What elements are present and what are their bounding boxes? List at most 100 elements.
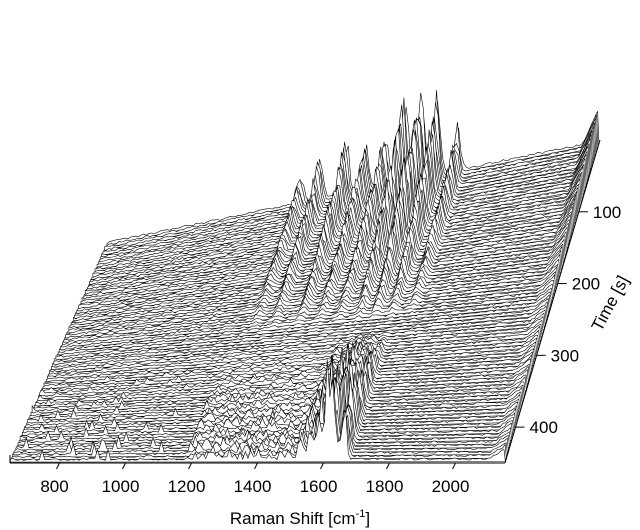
spectrum-trace — [19, 380, 516, 441]
spectrum-trace — [74, 230, 568, 319]
spectrum-trace — [67, 253, 562, 334]
spectrum-trace — [53, 305, 548, 366]
spectrum-trace — [64, 266, 559, 341]
spectrum-trace — [56, 294, 551, 358]
spectrum-trace — [20, 366, 517, 439]
x-tick-label: 1400 — [234, 477, 272, 496]
spectra-traces — [10, 90, 600, 463]
spectrum-trace — [47, 325, 542, 380]
spectrum-trace — [57, 291, 552, 356]
x-tick-label: 1200 — [168, 477, 206, 496]
spectrum-trace — [50, 315, 545, 373]
spectrum-trace — [71, 238, 566, 324]
x-axis-tick — [56, 462, 60, 470]
spectrum-trace — [10, 359, 506, 463]
spectrum-trace — [43, 337, 539, 388]
spectrum-trace — [23, 367, 519, 434]
x-tick-label: 2000 — [432, 477, 470, 496]
spectrum-trace — [102, 104, 596, 256]
spectrum-trace — [101, 117, 595, 258]
x-axis-label-exponent: -1 — [356, 508, 366, 520]
x-axis-label-suffix: ] — [365, 509, 370, 528]
spectrum-trace — [49, 319, 544, 375]
spectrum-trace — [61, 279, 556, 349]
spectrum-trace — [77, 218, 571, 312]
x-axis-tick — [452, 462, 456, 470]
spectrum-trace — [68, 249, 563, 332]
spectrum-trace — [80, 204, 575, 305]
spectrum-trace — [63, 270, 558, 344]
spectrum-trace — [62, 273, 557, 346]
spectrum-trace — [37, 352, 533, 402]
spectrum-trace — [27, 362, 523, 424]
spectrum-trace — [90, 171, 584, 283]
spectrum-trace — [73, 234, 567, 322]
spectrum-trace — [92, 163, 586, 278]
spectrum-trace — [45, 329, 541, 383]
spectrum-trace — [96, 142, 590, 268]
x-axis-tick — [254, 462, 258, 470]
spectrum-trace — [24, 352, 520, 431]
x-tick-label: 1600 — [300, 477, 338, 496]
spectrum-trace — [75, 226, 569, 317]
spectrum-trace — [44, 335, 540, 385]
time-tick-label: 400 — [530, 418, 558, 437]
spectrum-trace — [97, 129, 591, 266]
x-axis-tick — [188, 462, 192, 470]
spectrum-trace — [89, 157, 583, 285]
spectrum-trace — [39, 340, 535, 397]
spectrum-trace — [66, 258, 561, 336]
spectrum-trace — [82, 193, 577, 300]
spectrum-trace — [81, 202, 576, 302]
spectrum-trace — [87, 178, 581, 290]
x-tick-label: 800 — [40, 477, 68, 496]
spectrum-trace — [17, 375, 514, 446]
spectrum-trace — [76, 222, 570, 314]
x-axis-tick — [122, 462, 126, 470]
x-axis-label-text: Raman Shift [cm — [230, 509, 356, 528]
x-axis-tick — [320, 462, 324, 470]
spectrum-trace — [36, 342, 531, 405]
spectrum-trace — [33, 356, 529, 409]
spectrum-trace — [70, 243, 565, 327]
spectrum-trace — [99, 119, 592, 263]
spectrum-trace — [100, 125, 593, 261]
spectrum-trace — [84, 187, 579, 295]
spectrum-trace — [12, 391, 508, 458]
spectrum-trace — [41, 345, 537, 392]
spectrum-trace — [48, 323, 543, 378]
x-tick-label: 1800 — [366, 477, 404, 496]
spectrum-trace — [31, 343, 527, 414]
spectrum-trace — [95, 136, 589, 271]
spectrum-trace — [69, 245, 564, 329]
time-axis-line — [504, 139, 601, 464]
spectrum-trace — [60, 283, 555, 351]
spectrum-trace — [78, 214, 572, 310]
spectrum-trace — [79, 211, 574, 307]
spectrum-trace — [93, 148, 587, 276]
spectrum-trace — [65, 264, 560, 339]
x-axis-label: Raman Shift [cm-1] — [230, 508, 370, 528]
spectrum-trace — [94, 139, 588, 273]
axes: 800 1000 1200 1400 1600 1800 2000 100 200 300 400 — [9, 139, 621, 496]
spectrum-trace — [91, 154, 585, 280]
spectrum-trace — [103, 115, 597, 254]
spectrum-trace — [52, 309, 547, 368]
spectrum-trace — [88, 157, 582, 288]
spectrum-trace — [55, 297, 550, 361]
spectrum-trace — [38, 345, 534, 400]
spectrum-trace — [30, 343, 526, 417]
spectrum-trace — [16, 378, 513, 448]
time-tick-label: 200 — [572, 275, 600, 294]
time-tick-label: 100 — [593, 203, 621, 222]
spectrum-trace — [86, 169, 580, 293]
x-axis-tick — [386, 462, 390, 470]
spectrum-trace — [32, 354, 528, 412]
spectrum-trace — [42, 341, 538, 390]
spectrum-trace — [51, 312, 546, 370]
x-tick-label: 1000 — [102, 477, 140, 496]
spectrum-trace — [58, 287, 554, 353]
spectrum-trace — [83, 193, 578, 297]
time-tick-label: 300 — [551, 346, 579, 365]
